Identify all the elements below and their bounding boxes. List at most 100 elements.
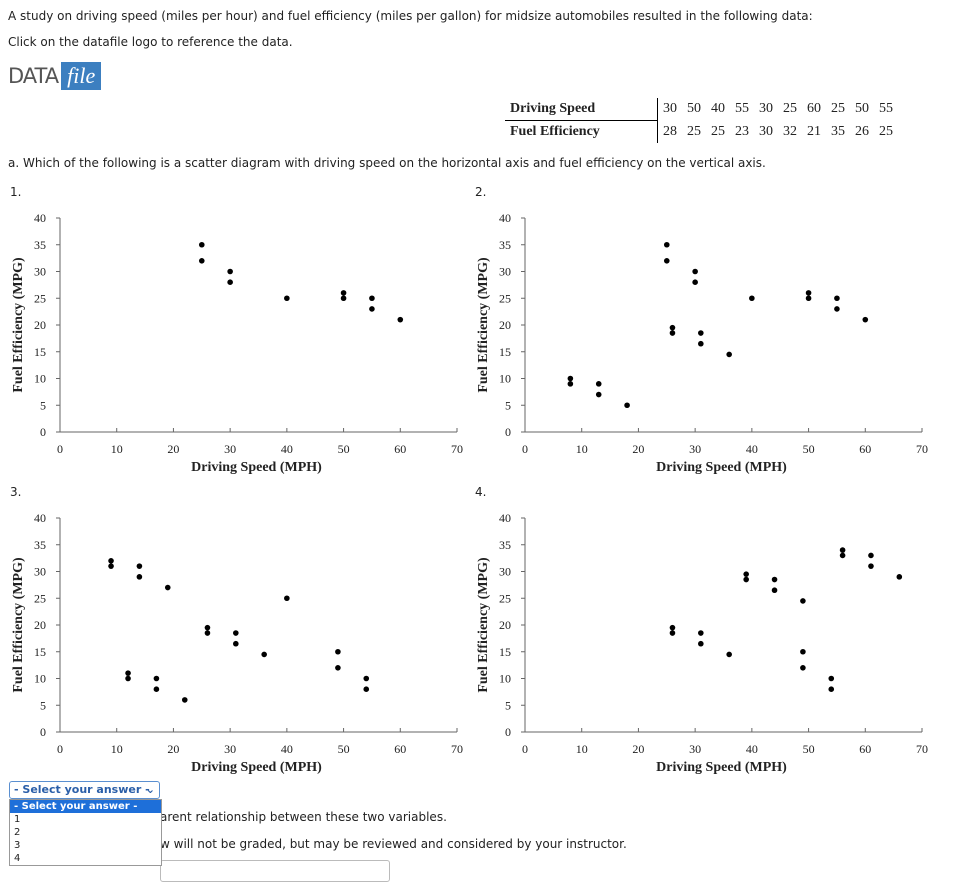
x-tick-label: 70 [451,442,463,456]
point [204,624,211,631]
point [369,295,375,302]
select-option[interactable]: - Select your answer - [10,800,161,813]
point [669,324,676,331]
point [369,306,375,312]
x-tick-label: 50 [338,442,350,456]
point [669,624,676,631]
x-tick-label: 30 [689,442,701,456]
y-tick-label: 25 [499,591,511,605]
point [164,584,171,591]
table-cell: 30 [759,123,773,139]
point [125,670,131,676]
point [153,675,160,682]
x-tick-label: 40 [281,742,293,756]
table-cell: 30 [663,101,677,117]
y-tick-label: 10 [34,672,46,686]
x-tick-label: 20 [632,442,644,456]
y-tick-label: 15 [34,645,46,659]
y-tick-label: 20 [34,618,46,632]
point [595,391,602,398]
y-tick-label: 40 [499,511,511,525]
y-tick-label: 35 [499,538,511,552]
point [698,630,704,636]
point [340,290,347,296]
panel-label: 4. [475,485,486,499]
y-tick-label: 30 [34,265,46,279]
x-tick-label: 30 [689,742,701,756]
y-tick-label: 15 [499,345,511,359]
x-axis-title: Driving Speed (MPH) [656,760,787,775]
text-input[interactable] [160,860,390,882]
x-tick-label: 60 [859,742,871,756]
datafile-logo[interactable]: DATA file [8,62,102,90]
x-tick-label: 50 [803,742,815,756]
x-tick-label: 40 [746,442,758,456]
y-tick-label: 0 [505,725,511,739]
panel-label: 2. [475,185,486,199]
point [692,279,698,286]
table-cell: 40 [711,101,725,117]
point [125,675,131,682]
x-tick-label: 10 [111,442,123,456]
row-header: Driving Speed [505,98,658,121]
point [834,295,840,302]
y-tick-label: 10 [499,372,511,386]
point [595,381,602,387]
x-tick-label: 10 [576,742,588,756]
y-tick-label: 15 [499,645,511,659]
table-row: Fuel Efficiency 28 25 25 23 30 32 21 35 26 25 [505,120,898,143]
select-option[interactable]: 2 [14,827,21,838]
point [108,563,114,569]
y-tick-label: 40 [34,511,46,525]
point [862,316,869,323]
table-cell: 25 [687,123,701,139]
point [698,640,704,647]
table-cell: 50 [855,101,869,117]
select-option[interactable]: 1 [14,814,21,825]
y-axis-title: Fuel Efficiency (MPG) [11,257,26,393]
x-tick-label: 0 [522,442,528,456]
answer-select[interactable]: - Select your answer - ⌄ [9,781,160,799]
point [771,576,778,583]
select-option[interactable]: 3 [14,840,21,851]
point [828,686,835,692]
select-options: - Select your answer -1 2 3 4 [9,799,162,866]
select-option[interactable]: 4 [14,853,21,864]
y-tick-label: 20 [499,618,511,632]
x-axis-title: Driving Speed (MPH) [656,460,787,475]
point [227,268,233,275]
table-cell: 28 [663,123,677,139]
y-axis-title: Fuel Efficiency (MPG) [476,257,491,393]
x-tick-label: 20 [167,742,179,756]
point [204,630,211,636]
data-table: Driving Speed 30 50 40 55 30 25 60 25 50 55 Fuel Ef… [505,98,898,143]
point [233,630,239,636]
point [227,279,233,286]
y-tick-label: 0 [40,725,46,739]
point [749,295,755,302]
panel-label: 3. [10,485,21,499]
x-tick-label: 10 [576,442,588,456]
y-tick-label: 40 [34,211,46,225]
point [896,574,903,580]
question: a. Which of the following is a scatter d… [8,156,766,170]
point [800,665,806,671]
point [868,563,874,569]
y-tick-label: 30 [499,565,511,579]
point [284,595,290,602]
point [743,571,749,577]
point [663,241,670,248]
y-axis-title: Fuel Efficiency (MPG) [476,557,491,693]
y-tick-label: 40 [499,211,511,225]
y-tick-label: 25 [34,291,46,305]
y-tick-label: 5 [40,698,46,712]
point [726,651,732,658]
row-header: Fuel Efficiency [505,120,658,143]
x-tick-label: 50 [803,442,815,456]
x-tick-label: 70 [916,442,928,456]
table-cell: 32 [783,123,797,139]
table-cell: 25 [783,101,797,117]
point [743,576,749,583]
y-tick-label: 35 [34,538,46,552]
